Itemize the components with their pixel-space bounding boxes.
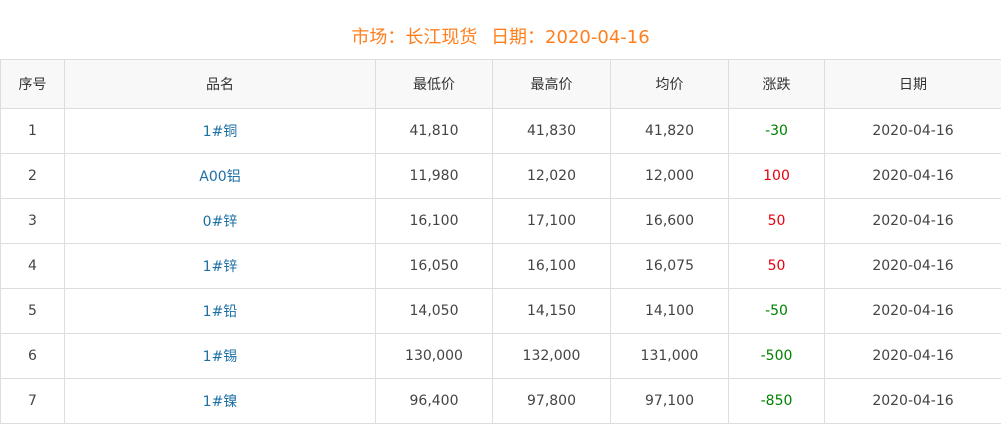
- cell-high: 97,800: [493, 379, 611, 424]
- cell-date: 2020-04-16: [825, 289, 1001, 334]
- cell-index: 3: [1, 199, 65, 244]
- header-index: 序号: [1, 60, 65, 109]
- product-link[interactable]: 0#锌: [203, 214, 238, 230]
- cell-avg: 97,100: [611, 379, 729, 424]
- cell-low: 96,400: [376, 379, 493, 424]
- product-link[interactable]: 1#锡: [203, 349, 238, 365]
- cell-change: -850: [729, 379, 825, 424]
- cell-name: 1#锌: [65, 244, 376, 289]
- product-link[interactable]: 1#锌: [203, 259, 238, 275]
- product-link[interactable]: 1#镍: [203, 394, 238, 410]
- cell-date: 2020-04-16: [825, 199, 1001, 244]
- cell-avg: 41,820: [611, 109, 729, 154]
- cell-change: 100: [729, 154, 825, 199]
- cell-high: 41,830: [493, 109, 611, 154]
- header-change: 涨跌: [729, 60, 825, 109]
- cell-change: -50: [729, 289, 825, 334]
- cell-date: 2020-04-16: [825, 334, 1001, 379]
- cell-index: 5: [1, 289, 65, 334]
- cell-high: 17,100: [493, 199, 611, 244]
- cell-change: 50: [729, 244, 825, 289]
- cell-index: 1: [1, 109, 65, 154]
- cell-high: 14,150: [493, 289, 611, 334]
- cell-avg: 14,100: [611, 289, 729, 334]
- cell-low: 41,810: [376, 109, 493, 154]
- cell-high: 12,020: [493, 154, 611, 199]
- cell-avg: 16,075: [611, 244, 729, 289]
- cell-high: 16,100: [493, 244, 611, 289]
- cell-name: 0#锌: [65, 199, 376, 244]
- header-low: 最低价: [376, 60, 493, 109]
- cell-name: 1#锡: [65, 334, 376, 379]
- header-name: 品名: [65, 60, 376, 109]
- cell-change: -30: [729, 109, 825, 154]
- cell-low: 16,100: [376, 199, 493, 244]
- cell-index: 7: [1, 379, 65, 424]
- cell-avg: 131,000: [611, 334, 729, 379]
- cell-date: 2020-04-16: [825, 244, 1001, 289]
- cell-avg: 16,600: [611, 199, 729, 244]
- product-link[interactable]: 1#铅: [203, 304, 238, 320]
- header-avg: 均价: [611, 60, 729, 109]
- cell-change: 50: [729, 199, 825, 244]
- market-label: 市场：长江现货: [351, 27, 477, 48]
- header-date: 日期: [825, 60, 1001, 109]
- cell-date: 2020-04-16: [825, 379, 1001, 424]
- cell-index: 6: [1, 334, 65, 379]
- cell-name: 1#镍: [65, 379, 376, 424]
- cell-avg: 12,000: [611, 154, 729, 199]
- cell-date: 2020-04-16: [825, 154, 1001, 199]
- cell-low: 11,980: [376, 154, 493, 199]
- table-header-row: 序号 品名 最低价 最高价 均价 涨跌 日期: [1, 60, 1001, 109]
- cell-high: 132,000: [493, 334, 611, 379]
- cell-index: 2: [1, 154, 65, 199]
- cell-name: 1#铜: [65, 109, 376, 154]
- product-link[interactable]: 1#铜: [203, 124, 238, 140]
- cell-low: 16,050: [376, 244, 493, 289]
- cell-name: 1#铅: [65, 289, 376, 334]
- date-label: 日期：2020-04-16: [491, 27, 650, 48]
- cell-low: 130,000: [376, 334, 493, 379]
- cell-date: 2020-04-16: [825, 109, 1001, 154]
- cell-change: -500: [729, 334, 825, 379]
- cell-low: 14,050: [376, 289, 493, 334]
- header-high: 最高价: [493, 60, 611, 109]
- product-link[interactable]: A00铝: [199, 169, 240, 185]
- cell-name: A00铝: [65, 154, 376, 199]
- cell-index: 4: [1, 244, 65, 289]
- page-title: 市场：长江现货 日期：2020-04-16: [0, 0, 1001, 59]
